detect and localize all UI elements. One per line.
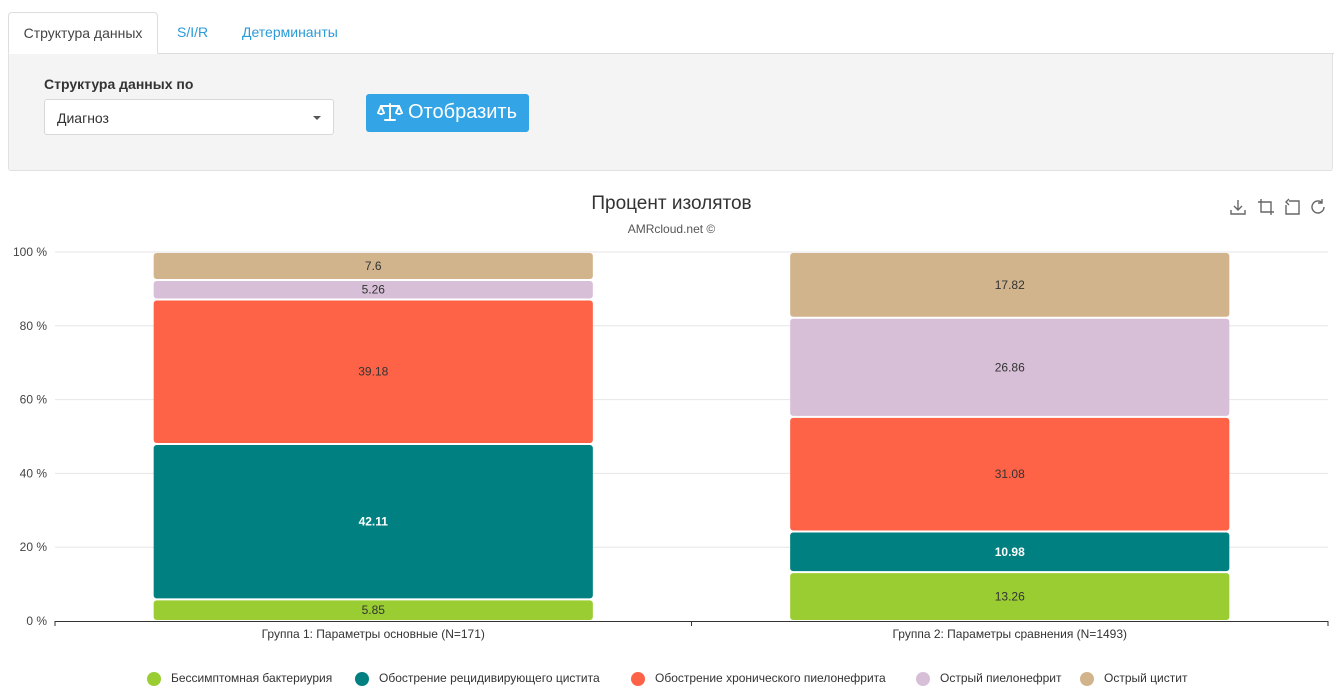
balance-scale-icon <box>377 103 403 121</box>
legend-label: Острый цистит <box>1104 671 1188 685</box>
legend-swatch <box>1080 672 1094 686</box>
y-tick-label: 80 % <box>20 319 48 333</box>
bar-segment <box>153 281 593 299</box>
data-label: 13.26 <box>995 590 1025 604</box>
data-label: 26.86 <box>995 360 1025 374</box>
bar-segment <box>153 253 593 280</box>
display-button[interactable]: Отобразить <box>366 94 529 132</box>
bar-segment <box>790 253 1230 317</box>
y-tick-label: 40 % <box>20 466 48 480</box>
tab-sir[interactable]: S/I/R <box>177 24 209 40</box>
chart-title: Процент изолятов <box>591 193 752 214</box>
bar-segment <box>790 417 1230 531</box>
legend-swatch <box>147 672 161 686</box>
bar-segment <box>790 532 1230 572</box>
structure-by-select[interactable]: Диагноз <box>44 99 334 135</box>
legend-swatch <box>631 672 645 686</box>
bar-segment <box>153 445 593 599</box>
legend-label: Острый пиелонефрит <box>940 671 1062 685</box>
chart-subtitle: AMRcloud.net © <box>627 222 716 236</box>
refresh-icon[interactable] <box>1309 198 1327 216</box>
data-label: 31.08 <box>995 467 1025 481</box>
y-tick-label: 0 % <box>26 614 47 628</box>
display-button-label: Отобразить <box>408 101 518 123</box>
chart-legend: Бессимптомная бактериурия Обострение реци… <box>0 670 1343 688</box>
bar-segment <box>790 318 1230 416</box>
data-label: 5.85 <box>362 603 386 617</box>
chevron-down-icon <box>313 116 321 120</box>
data-label: 42.11 <box>359 515 389 529</box>
legend-label: Обострение рецидивирующего цистита <box>379 671 600 685</box>
data-label: 39.18 <box>358 365 388 379</box>
legend-label: Обострение хронического пиелонефрита <box>655 671 886 685</box>
structure-by-label: Структура данных по <box>44 76 194 92</box>
data-label: 7.6 <box>365 259 382 273</box>
zoom-icon[interactable] <box>1257 198 1275 216</box>
bar-segment <box>153 300 593 444</box>
filter-panel: Структура данных по Диагноз Отобразить <box>8 54 1333 171</box>
zoom-reset-icon[interactable] <box>1283 198 1301 216</box>
download-icon[interactable] <box>1229 198 1247 216</box>
x-tick-label: Группа 1: Параметры основные (N=171) <box>262 627 485 641</box>
data-label: 5.26 <box>362 283 386 297</box>
legend-label: Бессимптомная бактериурия <box>171 671 333 685</box>
bar-segment <box>153 600 593 620</box>
y-tick-label: 100 % <box>13 245 47 259</box>
select-value: Диагноз <box>57 110 109 126</box>
data-label: 17.82 <box>995 278 1025 292</box>
bar-segment <box>790 573 1230 620</box>
data-label: 10.98 <box>995 545 1025 559</box>
tab-determinants[interactable]: Детерминанты <box>242 24 338 40</box>
legend-swatch <box>916 672 930 686</box>
tab-bar: Структура данных S/I/R Детерминанты <box>8 12 1334 54</box>
x-tick-label: Группа 2: Параметры сравнения (N=1493) <box>892 627 1127 641</box>
tab-data-structure[interactable]: Структура данных <box>8 12 158 54</box>
legend-swatch <box>355 672 369 686</box>
y-tick-label: 60 % <box>20 393 48 407</box>
y-tick-label: 20 % <box>20 540 48 554</box>
